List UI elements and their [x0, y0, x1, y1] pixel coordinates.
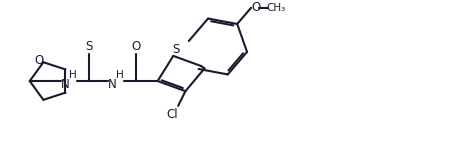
Text: O: O [34, 54, 43, 67]
Text: O: O [251, 1, 260, 14]
Text: O: O [131, 40, 140, 53]
Text: N: N [61, 78, 70, 91]
Text: H: H [115, 70, 123, 80]
Text: H: H [68, 70, 76, 80]
Text: S: S [172, 43, 179, 56]
Text: CH₃: CH₃ [266, 3, 285, 13]
Text: S: S [85, 40, 93, 53]
Text: N: N [108, 78, 117, 91]
Text: Cl: Cl [166, 108, 178, 122]
